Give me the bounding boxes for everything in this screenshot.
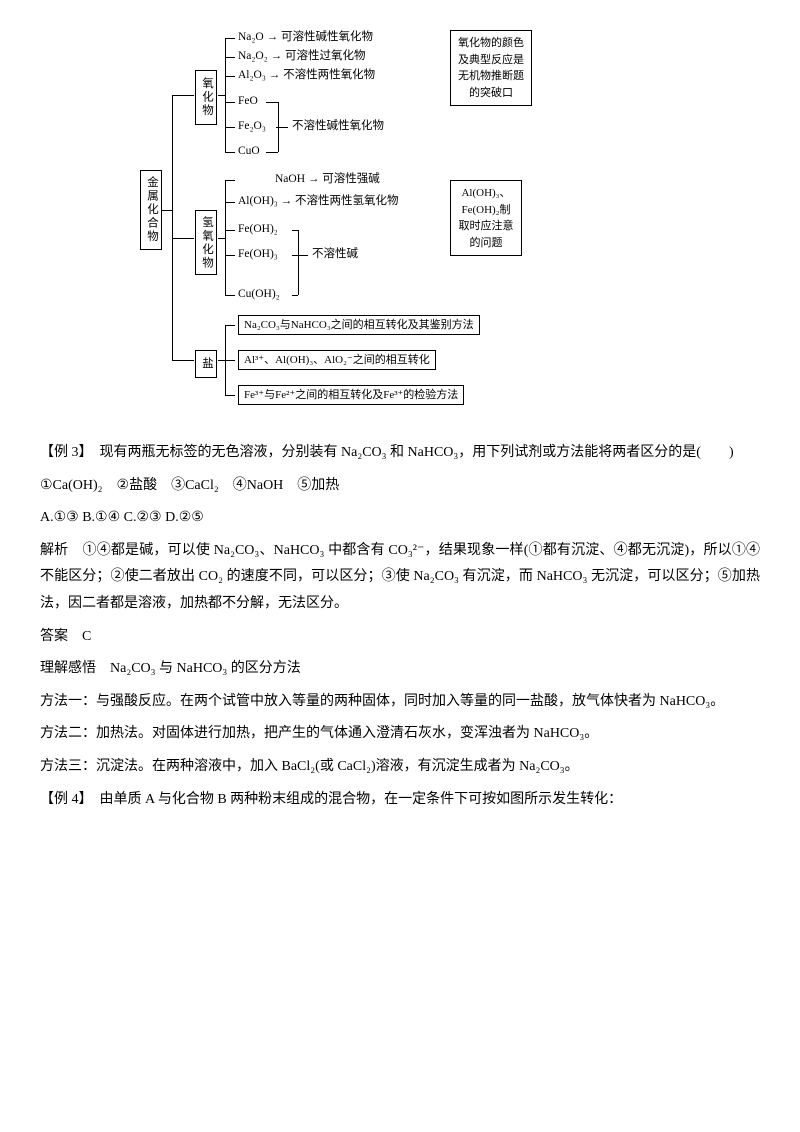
example3-title: 【例 3】 现有两瓶无标签的无色溶液，分别装有 Na₂CO₃ 和 NaHCO₃，… bbox=[40, 440, 760, 467]
feoh3-label: Fe(OH)₃ bbox=[238, 247, 278, 262]
fe2o3-label: Fe₂O₃ bbox=[238, 119, 266, 134]
method3: 方法三：沉淀法。在两种溶液中，加入 BaCl₂(或 CaCl₂)溶液，有沉淀生成… bbox=[40, 754, 760, 781]
salt1-box: Na₂CO₃与NaHCO₃之间的相互转化及其鉴别方法 bbox=[238, 315, 480, 335]
na2o-label: Na₂O → 可溶性碱性氧化物 bbox=[238, 30, 373, 45]
aloh3-label: Al(OH)₃ → 不溶性两性氢氧化物 bbox=[238, 194, 399, 209]
na2o2-label: Na₂O₂ → 可溶性过氧化物 bbox=[238, 49, 365, 64]
salt-box: 盐 bbox=[195, 350, 217, 378]
classification-diagram: 金属化合物 氧化物 氢氧化物 盐 Na₂O → 可溶性碱性氧化物 Na₂O₂ →… bbox=[140, 30, 660, 410]
salt2-box: Al³⁺、Al(OH)₃、AlO₂⁻之间的相互转化 bbox=[238, 350, 436, 370]
method2: 方法二：加热法。对固体进行加热，把产生的气体通入澄清石灰水，变浑浊者为 NaHC… bbox=[40, 721, 760, 748]
example3-answer: 答案 C bbox=[40, 624, 760, 651]
example4-title: 【例 4】 由单质 A 与化合物 B 两种粉末组成的混合物，在一定条件下可按如图… bbox=[40, 787, 760, 814]
cuo-label: CuO bbox=[238, 144, 260, 159]
hydroxide-box: 氢氧化物 bbox=[195, 210, 217, 275]
salt3-box: Fe³⁺与Fe²⁺之间的相互转化及Fe³⁺的检验方法 bbox=[238, 385, 464, 405]
example3-options: ①Ca(OH)₂ ②盐酸 ③CaCl₂ ④NaOH ⑤加热 bbox=[40, 473, 760, 500]
oxide-box: 氧化物 bbox=[195, 70, 217, 125]
naoh-label: NaOH → 可溶性强碱 bbox=[275, 172, 380, 187]
oxide-note-box: 氧化物的颜色及典型反应是无机物推断题的突破口 bbox=[450, 30, 532, 106]
insoluble-basic-oxide: 不溶性碱性氧化物 bbox=[292, 119, 384, 134]
example3-choices: A.①③ B.①④ C.②③ D.②⑤ bbox=[40, 505, 760, 532]
feoh2-label: Fe(OH)₂ bbox=[238, 222, 278, 237]
insoluble-base: 不溶性碱 bbox=[312, 247, 358, 262]
hydroxide-note-box: Al(OH)₃、Fe(OH)₂制取时应注意的问题 bbox=[450, 180, 522, 256]
al2o3-label: Al₂O₃ → 不溶性两性氧化物 bbox=[238, 68, 375, 83]
understand-title: 理解感悟 Na₂CO₃ 与 NaHCO₃ 的区分方法 bbox=[40, 656, 760, 683]
method1: 方法一：与强酸反应。在两个试管中放入等量的两种固体，同时加入等量的同一盐酸，放气… bbox=[40, 689, 760, 716]
feo-label: FeO bbox=[238, 94, 258, 109]
root-box: 金属化合物 bbox=[140, 170, 162, 250]
cuoh2-label: Cu(OH)₂ bbox=[238, 287, 280, 302]
example3-analysis: 解析 ①④都是碱，可以使 Na₂CO₃、NaHCO₃ 中都含有 CO₃²⁻，结果… bbox=[40, 538, 760, 618]
